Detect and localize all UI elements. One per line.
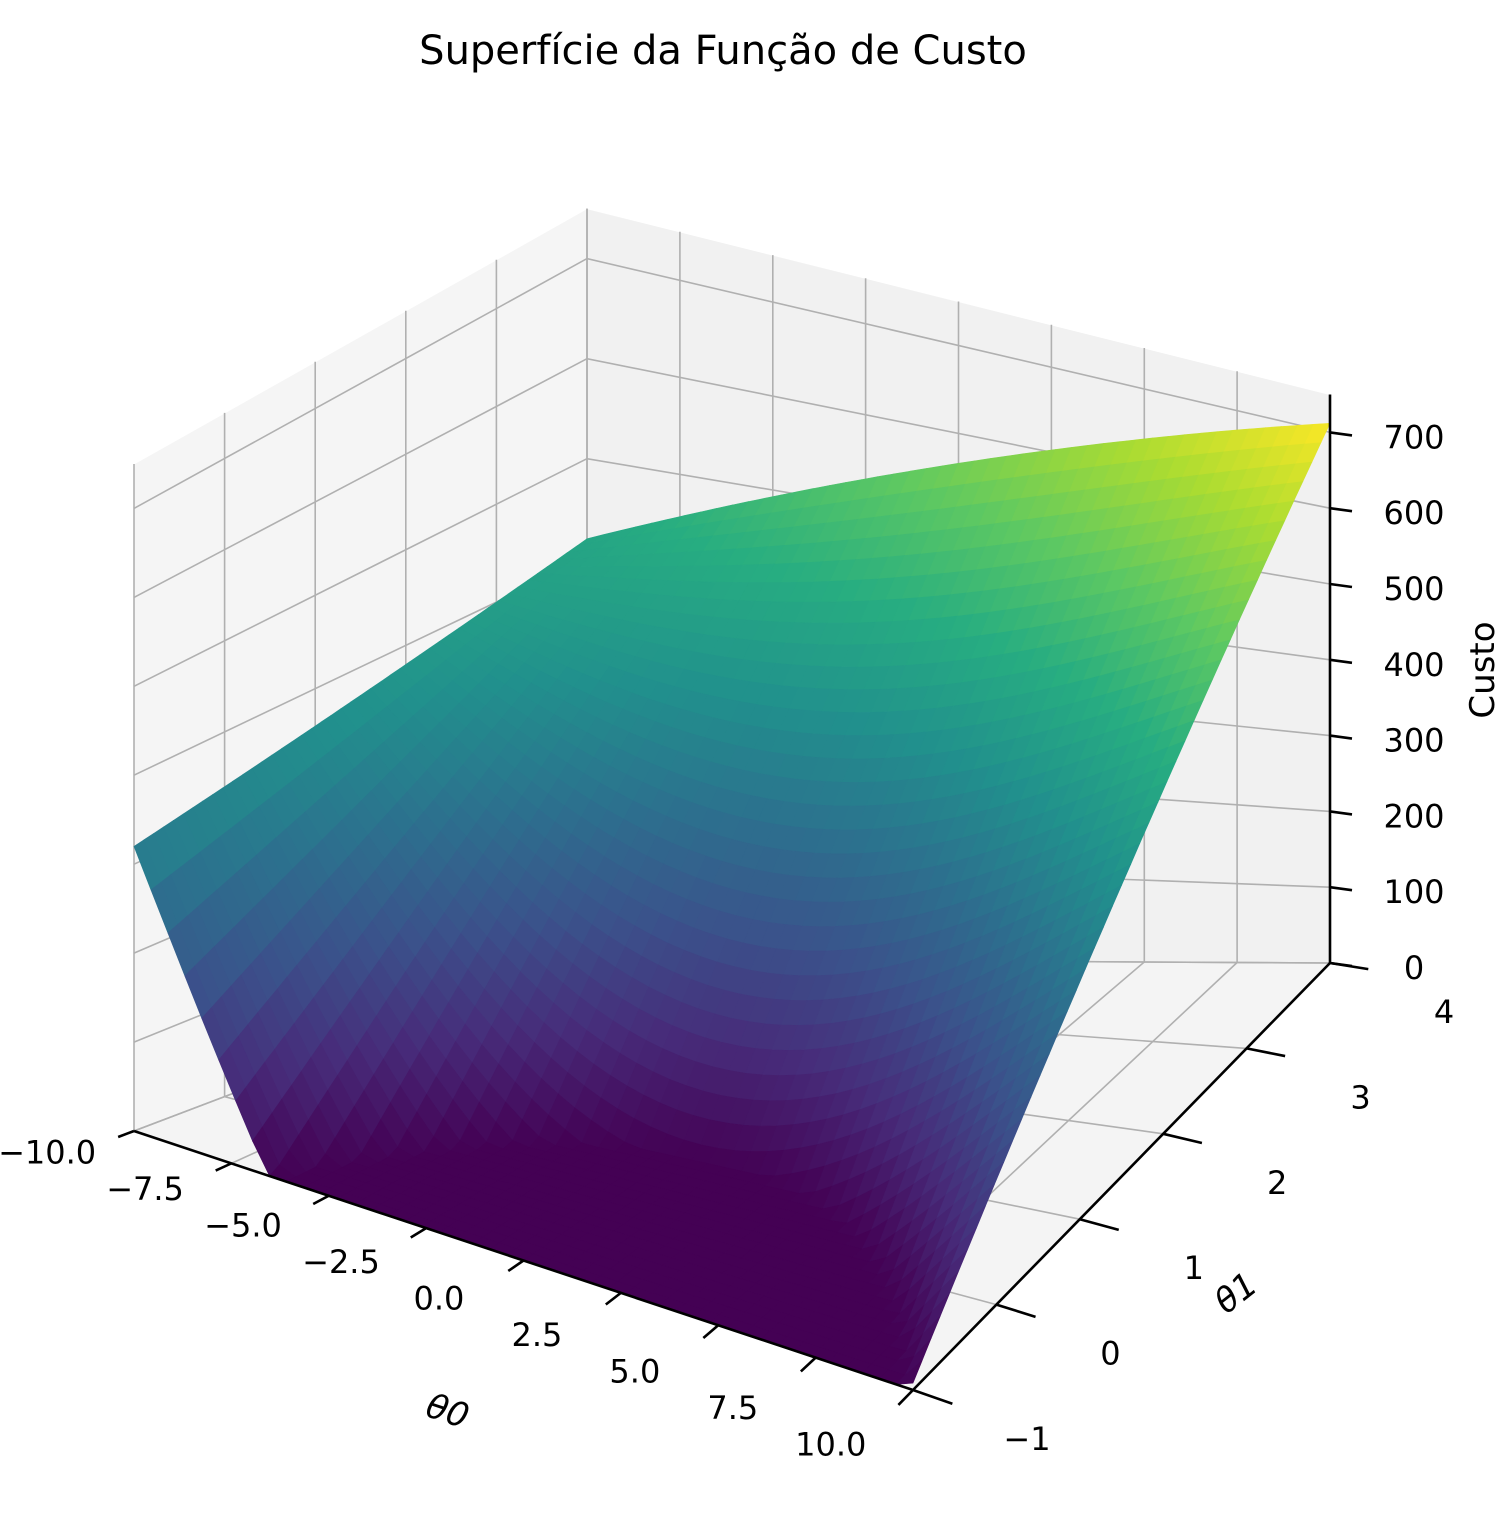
x-tick: [312, 1194, 330, 1206]
axis-labels: −10.0 −7.5 −5.0 −2.5 0.0 2.5 5.0 7.5 10.0 −1 0 1 2 3 4…: [0, 418, 1499, 1463]
z-tick-label: 0: [1404, 949, 1424, 987]
y-tick-label: −1: [1003, 1420, 1050, 1458]
y-tick: [1162, 1132, 1203, 1145]
x-tick-label: 10.0: [795, 1426, 866, 1464]
x-tick-label: 2.5: [511, 1316, 562, 1354]
cost-surface: [133, 422, 1331, 1385]
z-tick: [1329, 734, 1353, 740]
x-tick: [410, 1227, 427, 1239]
z-tick-label: 400: [1383, 646, 1444, 684]
x-tick-label: 7.5: [707, 1389, 758, 1427]
grid-line-z: [133, 257, 1331, 510]
z-tick: [1329, 431, 1353, 437]
y-tick-label: 4: [1434, 993, 1454, 1031]
y-tick: [996, 1303, 1036, 1319]
x-tick-label: −7.5: [106, 1170, 184, 1208]
z-tick: [1329, 658, 1353, 665]
y-axis-title: θ1: [1207, 1265, 1265, 1323]
z-tick: [1329, 961, 1353, 968]
z-tick: [1329, 885, 1353, 892]
x-tick-label: 0.0: [414, 1279, 465, 1317]
x-tick-label: −10.0: [0, 1133, 96, 1171]
y-axis-line: [912, 962, 1331, 1391]
y-tick: [912, 1388, 953, 1405]
x-tick: [799, 1356, 817, 1373]
y-tick: [1079, 1217, 1120, 1232]
y-tick-label: 2: [1267, 1164, 1287, 1202]
z-tick-label: 300: [1383, 722, 1444, 760]
z-tick: [1329, 810, 1353, 816]
y-tick-label: 3: [1350, 1078, 1370, 1116]
z-tick: [1329, 506, 1353, 513]
z-axis-title: Custo: [1463, 621, 1499, 718]
x-tick: [507, 1259, 525, 1273]
y-tick: [1246, 1047, 1286, 1058]
surface-patch: [895, 1360, 923, 1385]
z-tick-label: 700: [1383, 418, 1444, 456]
x-tick: [117, 1129, 135, 1139]
z-tick-label: 500: [1383, 570, 1444, 608]
y-tick-label: 0: [1100, 1335, 1120, 1373]
z-tick-label: 600: [1383, 494, 1444, 532]
x-axis-title: θ0: [421, 1386, 474, 1437]
x-tick-label: −2.5: [302, 1243, 380, 1281]
x-tick: [215, 1162, 232, 1172]
z-tick-label: 200: [1383, 797, 1444, 835]
x-tick: [605, 1291, 622, 1306]
x-tick: [897, 1389, 914, 1406]
x-tick: [702, 1324, 720, 1339]
z-tick-label: 100: [1383, 873, 1444, 911]
x-tick-label: 5.0: [609, 1352, 660, 1390]
axis-lines: [117, 394, 1369, 1406]
x-tick-label: −5.0: [204, 1206, 282, 1244]
chart-title: Superfície da Função de Custo: [419, 28, 1027, 74]
z-tick: [1329, 582, 1353, 589]
y-tick-label: 1: [1184, 1249, 1204, 1287]
